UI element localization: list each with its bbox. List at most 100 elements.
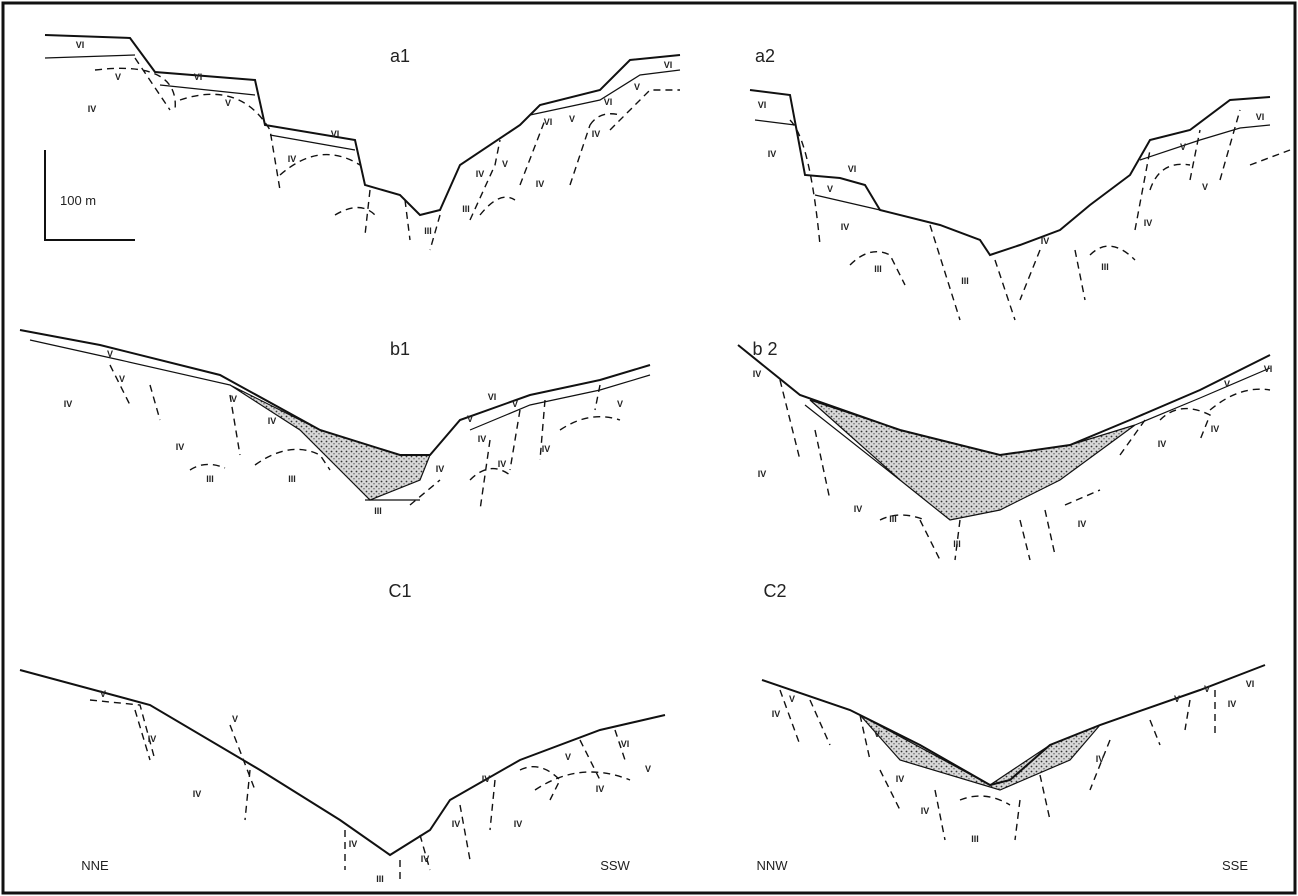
unit-label: IV <box>148 734 157 744</box>
unit-label: V <box>231 394 237 404</box>
section-b1 <box>19 329 651 511</box>
orientation-label: SSE <box>1222 858 1248 873</box>
unit-label: IV <box>1041 236 1050 246</box>
unit-label: III <box>206 474 214 484</box>
unit-label: IV <box>592 129 601 139</box>
unit-label: IV <box>1211 424 1220 434</box>
unit-label: IV <box>1228 699 1237 709</box>
unit-label: V <box>512 399 518 409</box>
unit-label: V <box>1204 684 1210 694</box>
unit-label: IV <box>514 819 523 829</box>
section-title: a2 <box>755 46 775 66</box>
unit-label: IV <box>498 459 507 469</box>
unit-label: V <box>789 694 795 704</box>
unit-label: V <box>874 729 880 739</box>
orientation-label: SSW <box>600 858 630 873</box>
unit-label: IV <box>1144 218 1153 228</box>
unit-label: VI <box>621 739 630 749</box>
unit-label: III <box>874 264 882 274</box>
unit-label: IV <box>268 416 277 426</box>
unit-label: VI <box>76 40 85 50</box>
unit-label: V <box>119 374 125 384</box>
section-title: b1 <box>390 339 410 359</box>
unit-label: IV <box>854 504 863 514</box>
unit-label: IV <box>542 444 551 454</box>
unit-label: IV <box>1158 439 1167 449</box>
unit-label: III <box>424 226 432 236</box>
section-c2 <box>761 664 1266 841</box>
section-title: C1 <box>388 581 411 601</box>
unit-label: IV <box>768 149 777 159</box>
unit-label: VI <box>194 72 203 82</box>
unit-label: IV <box>193 789 202 799</box>
unit-label: VI <box>848 164 857 174</box>
orientation-label: NNE <box>81 858 109 873</box>
unit-label: VI <box>1256 112 1265 122</box>
unit-label: V <box>467 414 473 424</box>
section-b2 <box>737 344 1271 561</box>
unit-label: IV <box>349 839 358 849</box>
unit-label: V <box>565 752 571 762</box>
unit-label: VI <box>1264 364 1273 374</box>
scale-label: 100 m <box>60 193 96 208</box>
unit-label: IV <box>921 806 930 816</box>
unit-label: VI <box>758 100 767 110</box>
section-title: a1 <box>390 46 410 66</box>
orientation-label: NNW <box>756 858 788 873</box>
unit-label: IV <box>421 854 430 864</box>
unit-label: V <box>827 184 833 194</box>
unit-label: III <box>1101 262 1109 272</box>
unit-label: V <box>225 98 231 108</box>
unit-label: III <box>288 474 296 484</box>
unit-label: IV <box>288 154 297 164</box>
unit-label: III <box>971 834 979 844</box>
unit-label: VI <box>488 392 497 402</box>
unit-label: IV <box>64 399 73 409</box>
scale-bar <box>44 150 135 241</box>
unit-label: V <box>569 114 575 124</box>
section-a2 <box>749 89 1291 321</box>
unit-label: V <box>232 714 238 724</box>
unit-label: IV <box>536 179 545 189</box>
unit-label: V <box>107 349 113 359</box>
unit-label: III <box>961 276 969 286</box>
unit-label: IV <box>1096 754 1105 764</box>
unit-label: V <box>645 764 651 774</box>
unit-label: IV <box>596 784 605 794</box>
unit-label: III <box>374 506 382 516</box>
unit-label: V <box>634 82 640 92</box>
unit-label: V <box>1202 182 1208 192</box>
unit-label: V <box>617 399 623 409</box>
section-title: C2 <box>763 581 786 601</box>
unit-label: IV <box>176 442 185 452</box>
unit-label: V <box>1180 142 1186 152</box>
unit-label: III <box>889 514 897 524</box>
unit-label: IV <box>478 434 487 444</box>
section-a1 <box>44 34 681 251</box>
unit-label: IV <box>436 464 445 474</box>
section-title: b 2 <box>752 339 777 359</box>
unit-label: V <box>1174 694 1180 704</box>
unit-label: IV <box>88 104 97 114</box>
unit-label: IV <box>772 709 781 719</box>
unit-label: IV <box>841 222 850 232</box>
unit-label: III <box>953 539 961 549</box>
unit-label: IV <box>476 169 485 179</box>
unit-label: VI <box>664 60 673 70</box>
unit-label: VI <box>1246 679 1255 689</box>
unit-label: V <box>115 72 121 82</box>
unit-label: III <box>376 874 384 884</box>
unit-label: III <box>462 204 470 214</box>
unit-label: VI <box>331 129 340 139</box>
unit-label: IV <box>482 774 491 784</box>
unit-label: IV <box>452 819 461 829</box>
section-c1 <box>19 669 666 880</box>
unit-label: VI <box>544 117 553 127</box>
unit-label: VI <box>604 97 613 107</box>
unit-label: V <box>100 689 106 699</box>
unit-label: V <box>502 159 508 169</box>
unit-label: IV <box>758 469 767 479</box>
unit-label: IV <box>753 369 762 379</box>
